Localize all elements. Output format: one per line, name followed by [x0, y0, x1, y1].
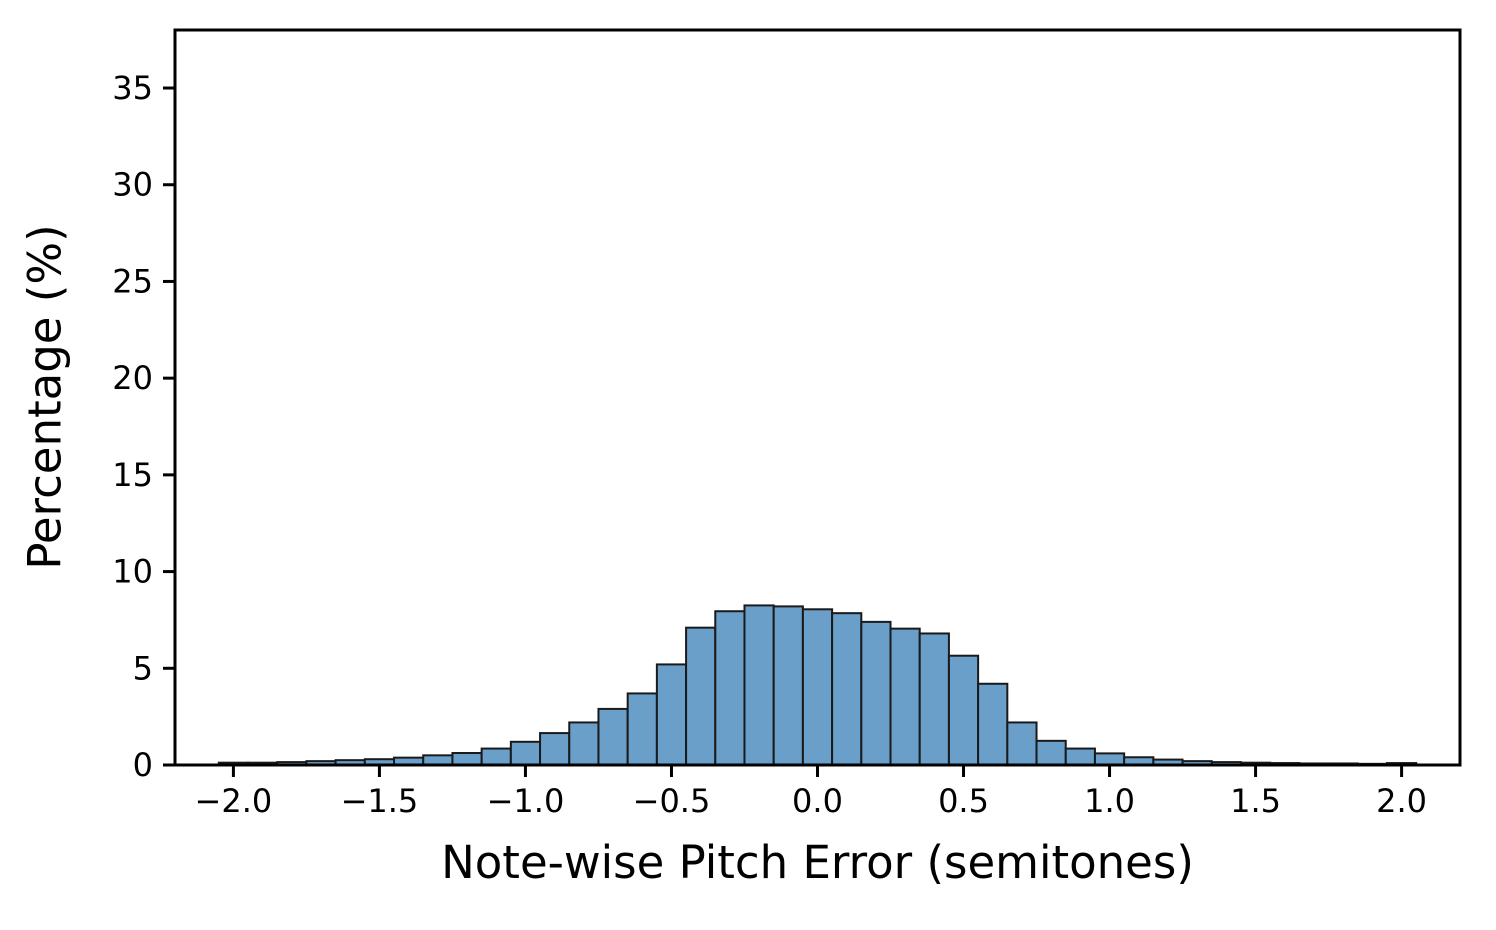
histogram-bar [655, 663, 688, 767]
histogram-bar [918, 632, 950, 767]
histogram-bar [947, 654, 980, 766]
x-axis-label: Note-wise Pitch Error (semitones) [441, 836, 1194, 889]
histogram-bar [772, 605, 804, 766]
histogram-bar [889, 627, 921, 767]
histogram-bar [714, 610, 746, 767]
y-tick-label: 15 [112, 456, 153, 494]
y-tick-label: 0 [133, 746, 153, 784]
histogram-bar [568, 721, 600, 767]
histogram-bar [597, 707, 629, 767]
histogram-bar [1093, 752, 1126, 766]
y-axis-label: Percentage (%) [18, 224, 72, 570]
y-tick-label: 25 [112, 262, 153, 300]
y-tick-label: 5 [133, 649, 153, 687]
x-tick-label: 1.0 [1084, 782, 1135, 820]
x-tick-label: −2.0 [195, 782, 273, 820]
histogram-bar [685, 626, 717, 767]
y-tick-label: 35 [112, 69, 153, 107]
histogram-bar [480, 747, 512, 766]
y-tick-label: 30 [112, 166, 153, 204]
histogram-bar [1035, 739, 1067, 767]
x-tick-label: 0.0 [792, 782, 843, 820]
histogram-bar [743, 604, 775, 766]
histogram-bar [831, 612, 863, 767]
x-tick-label: 1.5 [1230, 782, 1281, 820]
histogram-bar [509, 740, 542, 767]
x-tick-label: 2.0 [1376, 782, 1427, 820]
histogram-bar [977, 682, 1009, 767]
x-tick-label: −0.5 [633, 782, 711, 820]
histogram-bar [1006, 721, 1038, 767]
x-tick-label: −1.5 [341, 782, 419, 820]
histogram-bar [860, 620, 892, 766]
y-tick-label: 20 [112, 359, 153, 397]
x-tick-label: −1.0 [487, 782, 565, 820]
x-tick-label: 0.5 [938, 782, 989, 820]
histogram-bar [1064, 747, 1096, 766]
histogram-bar [539, 732, 571, 766]
histogram-bar [451, 752, 483, 766]
histogram-bar [801, 608, 834, 767]
histogram-bar [626, 692, 658, 766]
y-tick-label: 10 [112, 553, 153, 591]
